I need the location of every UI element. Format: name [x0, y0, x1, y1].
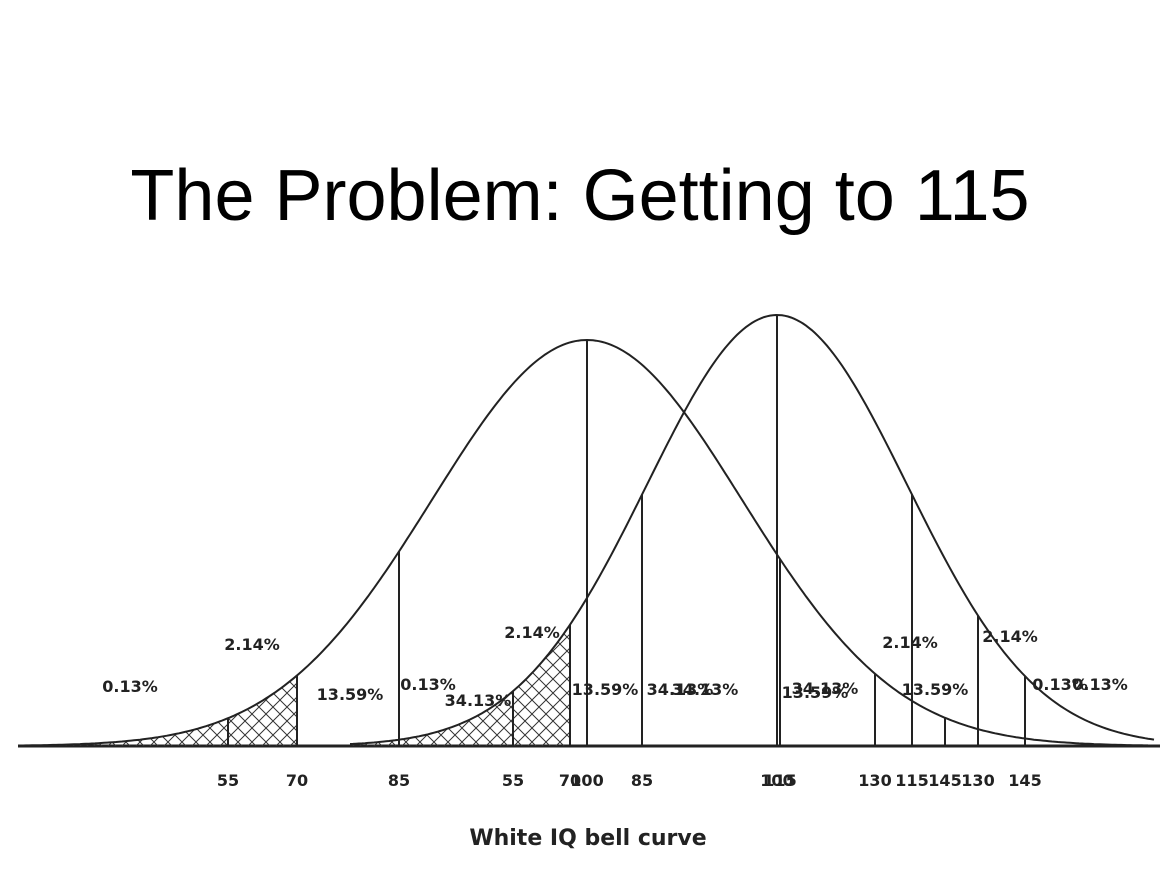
- axis-label: 70: [559, 771, 581, 790]
- percent-label: 0.13%: [102, 677, 158, 696]
- axis-label: 115: [895, 771, 928, 790]
- axis-label: 55: [217, 771, 239, 790]
- percent-label: 2.14%: [982, 627, 1038, 646]
- axis-label: 85: [631, 771, 653, 790]
- percent-label: 2.14%: [882, 633, 938, 652]
- axis-label: 130: [961, 771, 994, 790]
- percent-label: 13.59%: [317, 685, 384, 704]
- title: The Problem: Getting to 115: [130, 156, 1029, 236]
- axis-label: 55: [502, 771, 524, 790]
- percent-label: 34.13%: [672, 680, 739, 699]
- percent-label: 13.59%: [572, 680, 639, 699]
- axis-label: 70: [286, 771, 308, 790]
- percent-label: 0.13%: [1072, 675, 1128, 694]
- percent-label: 2.14%: [224, 635, 280, 654]
- axis-label: 115: [763, 771, 796, 790]
- bell-curve: [20, 338, 1148, 747]
- axis-label: 85: [388, 771, 410, 790]
- percent-label: 0.13%: [1032, 675, 1088, 694]
- bell-curve: [349, 313, 1155, 745]
- axis-label: 145: [928, 771, 961, 790]
- percent-label: 34.13%: [792, 679, 859, 698]
- percent-label: 13.59%: [902, 680, 969, 699]
- percent-label: 34.13%: [647, 680, 714, 699]
- axis-label: 100: [570, 771, 603, 790]
- axis-label: 130: [858, 771, 891, 790]
- tail-hatch: [350, 626, 570, 746]
- percent-label: 13.59%: [782, 683, 849, 702]
- percent-label: 0.13%: [400, 675, 456, 694]
- axis-label: 100: [760, 771, 793, 790]
- axis-label: 145: [1008, 771, 1041, 790]
- tail-hatch: [20, 676, 297, 746]
- caption: White IQ bell curve: [469, 826, 706, 851]
- percent-label: 2.14%: [504, 623, 560, 642]
